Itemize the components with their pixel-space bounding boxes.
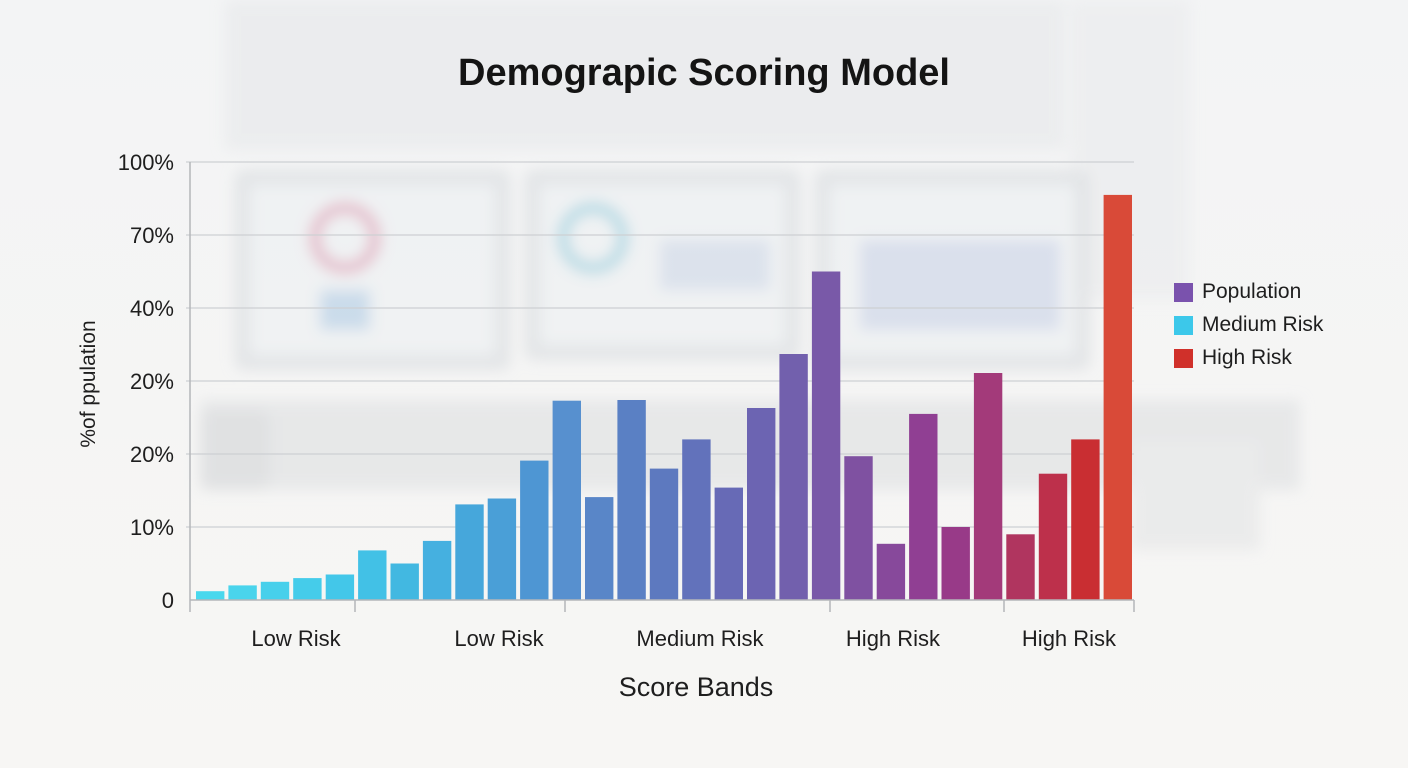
bar[interactable] [455,504,484,600]
y-tick-label: 100% [118,150,174,175]
bar[interactable] [876,543,906,600]
bar[interactable] [779,354,808,600]
y-tick-label: 70% [130,223,174,248]
bar[interactable] [358,550,387,600]
x-group-label: Low Risk [454,626,544,651]
bar[interactable] [617,400,646,600]
x-axis-label: Score Bands [618,672,774,702]
bars [196,194,1132,601]
y-tick-label: 0 [162,588,174,613]
y-tick-label: 20% [130,369,174,394]
y-axis-label: %of ppulation [77,320,100,448]
bar[interactable] [293,578,322,600]
bar[interactable] [682,439,711,600]
legend: Population Medium Risk High Risk [1174,280,1323,370]
bar[interactable] [390,563,419,601]
legend-swatch-high-risk [1174,348,1193,368]
legend-label: Medium Risk [1202,313,1324,336]
bar[interactable] [844,456,873,600]
bar[interactable] [260,581,290,601]
legend-swatch-medium-risk [1174,315,1193,335]
bar[interactable] [196,591,225,600]
bar[interactable] [747,408,776,600]
legend-label: High Risk [1202,346,1292,369]
bar[interactable] [422,540,452,600]
y-tick-label: 20% [130,442,174,467]
bar[interactable] [1006,534,1035,600]
bar[interactable] [520,460,549,600]
bar[interactable] [325,574,355,601]
bar[interactable] [1038,473,1068,600]
legend-item-medium-risk[interactable]: Medium Risk [1174,313,1323,337]
x-group-label: Medium Risk [636,626,764,651]
bar[interactable] [228,585,257,600]
bar[interactable] [909,413,938,600]
bar[interactable] [1103,194,1132,600]
legend-item-population[interactable]: Population [1174,280,1323,304]
x-axis-ticks [189,600,1135,612]
bar[interactable] [649,468,679,600]
bar[interactable] [487,498,517,601]
legend-swatch-population [1174,282,1193,302]
x-group-label: High Risk [846,626,941,651]
legend-label: Population [1202,280,1302,303]
bar[interactable] [1071,439,1100,600]
bar[interactable] [585,497,614,600]
bar[interactable] [973,373,1003,600]
bar[interactable] [811,271,841,601]
x-group-label: High Risk [1022,626,1117,651]
y-tick-label: 10% [130,515,174,540]
y-tick-label: 40% [130,296,174,321]
y-axis-ticks: 0 10% 20% 20% 40% 70% 100% [118,150,174,613]
bar[interactable] [552,400,581,600]
legend-item-high-risk[interactable]: High Risk [1174,346,1323,370]
x-group-label: Low Risk [251,626,341,651]
x-axis-group-labels: Low Risk Low Risk Medium Risk High Risk High… [251,626,1117,651]
bar[interactable] [714,487,743,600]
chart-title: Demograpic Scoring Model [458,52,950,94]
bar[interactable] [941,527,970,600]
